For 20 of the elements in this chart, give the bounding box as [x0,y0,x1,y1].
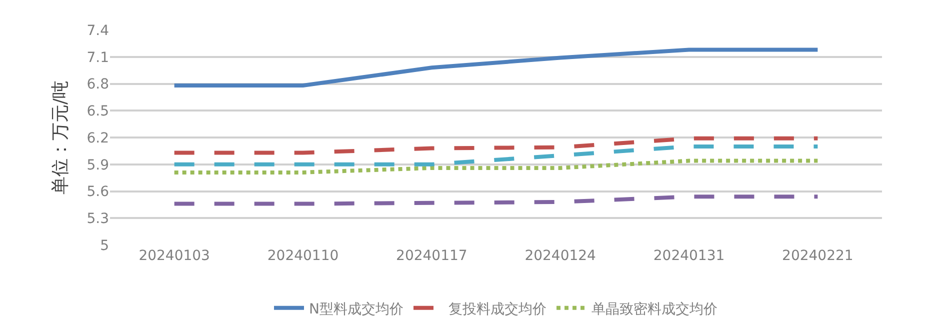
y-tick-label: 5 [100,238,109,254]
legend-label: 复投料成交均价 [448,301,546,318]
x-tick-label: 20240103 [138,248,210,264]
legend-label: 单晶致密料成交均价 [591,301,718,318]
y-tick-label: 6.8 [86,76,109,93]
x-tick-label: 20240124 [524,248,596,264]
y-axis-title: 单位：万元/吨 [50,80,71,195]
y-tick-label: 6.2 [86,130,109,146]
x-tick-label: 20240131 [653,248,725,264]
x-tick-label: 20240117 [396,248,468,264]
y-tick-label: 5.9 [86,157,109,174]
y-tick-label: 5.6 [86,184,110,200]
y-tick-label: 6.5 [86,104,109,120]
legend-label: N型料成交均价 [309,301,404,318]
x-tick-label: 20240110 [267,248,339,264]
y-tick-label: 7.4 [86,22,110,39]
y-tick-label: 5.3 [86,211,109,228]
y-tick-label: 7.1 [86,50,109,66]
line-series [172,48,820,88]
x-tick-label: 20240221 [782,248,854,264]
